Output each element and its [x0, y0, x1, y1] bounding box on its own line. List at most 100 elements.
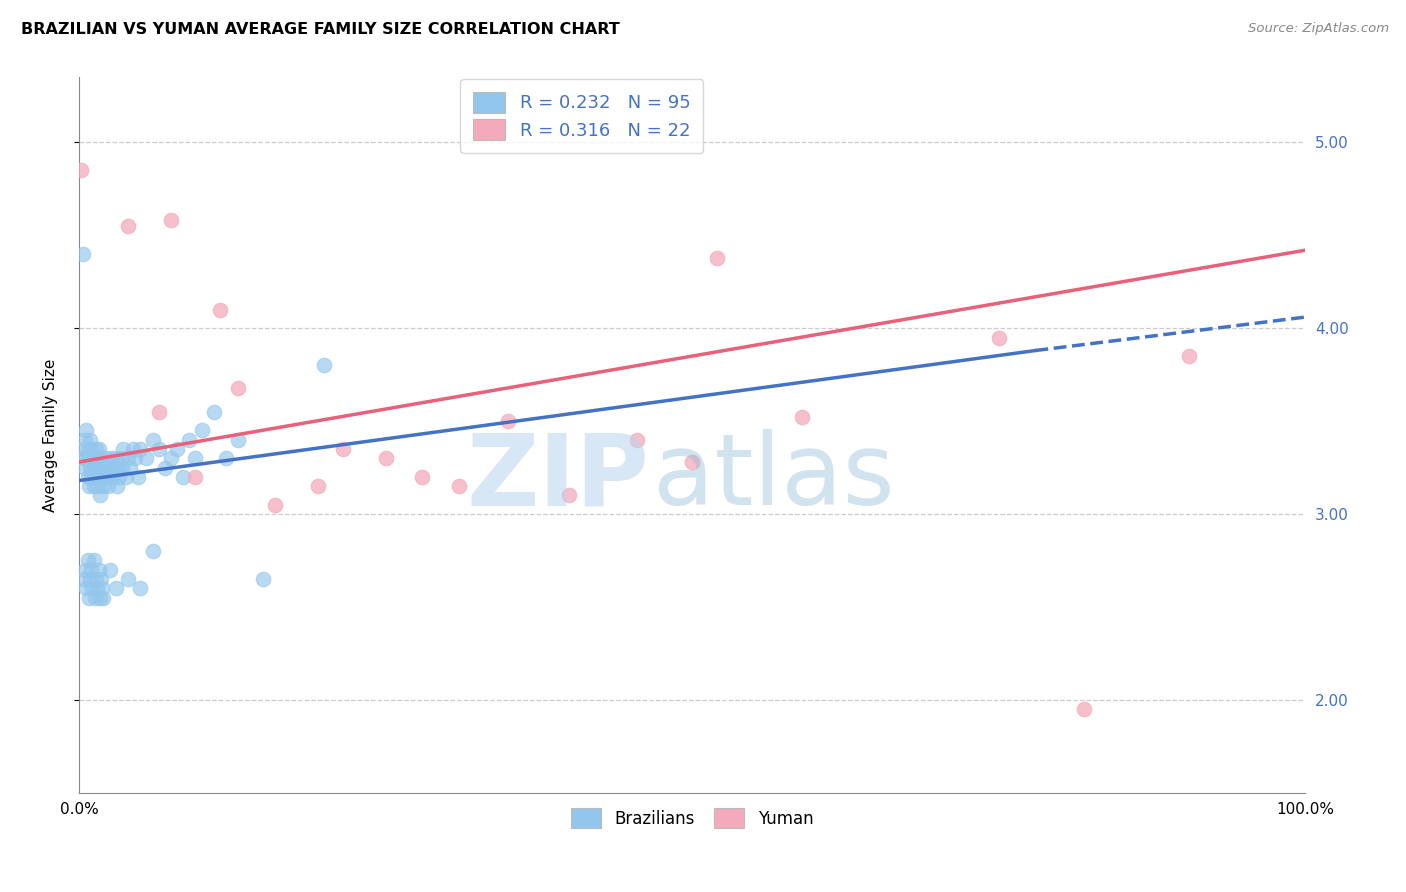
Point: [76, 470, 98, 484]
Point: [91, 582, 114, 596]
Y-axis label: Average Family Size: Average Family Size: [44, 359, 58, 512]
Point: [89, 488, 111, 502]
Point: [83, 470, 105, 484]
Point: [117, 219, 139, 233]
Point: [100, 460, 122, 475]
Point: [93, 460, 115, 475]
Point: [77, 479, 100, 493]
Point: [108, 470, 131, 484]
Point: [83, 460, 105, 475]
Point: [117, 451, 139, 466]
Point: [84, 572, 107, 586]
Point: [73, 572, 96, 586]
Point: [90, 451, 112, 466]
Point: [449, 479, 471, 493]
Point: [252, 572, 274, 586]
Text: Source: ZipAtlas.com: Source: ZipAtlas.com: [1249, 22, 1389, 36]
Point: [374, 451, 396, 466]
Point: [496, 414, 519, 428]
Text: atlas: atlas: [652, 429, 894, 526]
Point: [215, 451, 238, 466]
Point: [558, 488, 581, 502]
Point: [77, 451, 100, 466]
Point: [111, 460, 134, 475]
Point: [190, 424, 212, 438]
Point: [141, 433, 163, 447]
Point: [79, 572, 101, 586]
Point: [86, 582, 108, 596]
Point: [76, 553, 98, 567]
Point: [103, 470, 125, 484]
Point: [202, 405, 225, 419]
Point: [135, 451, 157, 466]
Point: [105, 479, 128, 493]
Point: [75, 460, 97, 475]
Point: [84, 442, 107, 456]
Text: ZIP: ZIP: [467, 429, 650, 526]
Point: [73, 442, 96, 456]
Point: [103, 460, 125, 475]
Point: [987, 330, 1010, 344]
Point: [129, 582, 152, 596]
Point: [98, 470, 121, 484]
Point: [107, 460, 129, 475]
Point: [83, 591, 105, 605]
Point: [75, 563, 97, 577]
Point: [82, 460, 104, 475]
Point: [160, 213, 183, 227]
Point: [179, 433, 201, 447]
Point: [332, 442, 354, 456]
Point: [82, 451, 104, 466]
Point: [141, 544, 163, 558]
Point: [80, 563, 103, 577]
Point: [98, 563, 121, 577]
Point: [148, 442, 170, 456]
Point: [87, 442, 110, 456]
Point: [75, 433, 97, 447]
Point: [104, 451, 127, 466]
Point: [83, 553, 105, 567]
Point: [681, 455, 703, 469]
Point: [77, 591, 100, 605]
Point: [124, 451, 146, 466]
Point: [228, 381, 250, 395]
Point: [89, 470, 111, 484]
Point: [83, 479, 105, 493]
Point: [792, 410, 814, 425]
Point: [86, 479, 108, 493]
Point: [87, 460, 110, 475]
Point: [148, 405, 170, 419]
Point: [97, 479, 120, 493]
Point: [706, 251, 728, 265]
Point: [94, 451, 117, 466]
Point: [79, 460, 101, 475]
Point: [208, 302, 231, 317]
Point: [87, 563, 110, 577]
Point: [79, 433, 101, 447]
Point: [228, 433, 250, 447]
Point: [626, 433, 648, 447]
Point: [117, 572, 139, 586]
Point: [80, 470, 103, 484]
Point: [127, 470, 149, 484]
Point: [84, 460, 107, 475]
Point: [122, 442, 145, 456]
Point: [184, 470, 207, 484]
Point: [110, 451, 132, 466]
Point: [93, 591, 115, 605]
Point: [307, 479, 329, 493]
Point: [120, 460, 142, 475]
Point: [1177, 349, 1199, 363]
Point: [89, 591, 111, 605]
Point: [91, 460, 114, 475]
Point: [112, 442, 135, 456]
Point: [91, 470, 114, 484]
Point: [153, 460, 176, 475]
Point: [172, 470, 194, 484]
Point: [83, 451, 105, 466]
Point: [264, 498, 287, 512]
Point: [82, 582, 104, 596]
Point: [93, 479, 115, 493]
Point: [93, 470, 115, 484]
Text: BRAZILIAN VS YUMAN AVERAGE FAMILY SIZE CORRELATION CHART: BRAZILIAN VS YUMAN AVERAGE FAMILY SIZE C…: [21, 22, 620, 37]
